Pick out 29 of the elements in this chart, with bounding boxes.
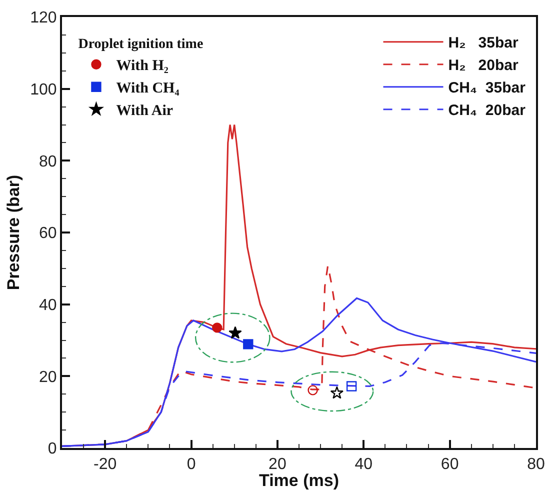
legend-label: CH₄ 20bar bbox=[448, 102, 526, 120]
y-tick-label: 100 bbox=[30, 81, 57, 98]
point bbox=[346, 381, 357, 392]
point bbox=[308, 385, 318, 396]
point bbox=[330, 386, 344, 399]
legend-label: With Air bbox=[116, 103, 174, 120]
x-tick-label: 60 bbox=[440, 456, 459, 474]
legend-title: Droplet ignition time bbox=[78, 37, 204, 52]
y-tick-label: 0 bbox=[48, 440, 57, 458]
y-tick-label: 20 bbox=[39, 368, 57, 386]
legend-label: With H₂ bbox=[116, 58, 169, 74]
legend-label: CH₄ 35bar bbox=[448, 80, 526, 97]
y-tick-label: 120 bbox=[30, 10, 57, 27]
x-tick-label: 80 bbox=[527, 456, 545, 474]
y-axis-title: Pressure (bar) bbox=[4, 174, 24, 290]
legend-label: H₂ 35bar bbox=[448, 34, 518, 52]
legend-label: H₂ 20bar bbox=[448, 57, 518, 74]
y-tick-label: 40 bbox=[39, 296, 57, 314]
legend-label: With CH₄ bbox=[116, 80, 180, 97]
x-tick-label: 0 bbox=[186, 456, 196, 474]
point bbox=[228, 326, 242, 339]
point bbox=[243, 339, 254, 350]
x-tick-label: -20 bbox=[94, 456, 117, 474]
y-tick-label: 80 bbox=[39, 153, 57, 170]
x-tick-label: 40 bbox=[354, 456, 373, 474]
x-axis-title: Time (ms) bbox=[259, 471, 339, 490]
x-tick-label: 20 bbox=[268, 456, 286, 474]
point bbox=[212, 322, 222, 333]
y-tick-label: 60 bbox=[39, 225, 57, 242]
